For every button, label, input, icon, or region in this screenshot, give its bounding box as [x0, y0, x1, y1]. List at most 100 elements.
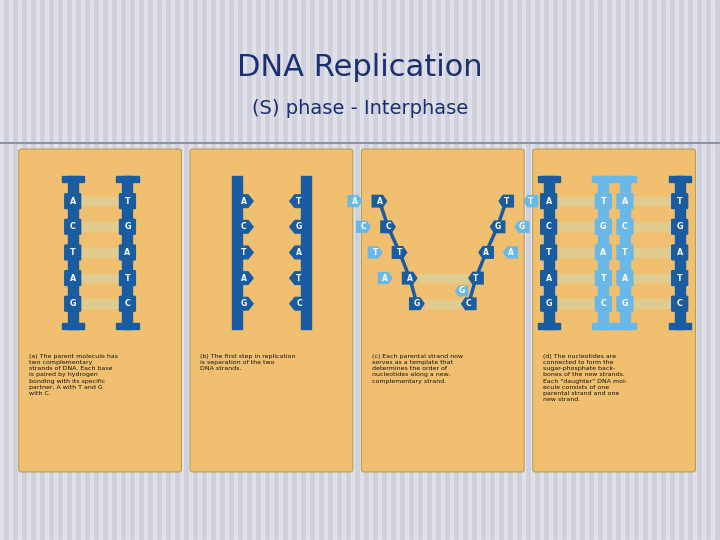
- Bar: [351, 0, 354, 540]
- Text: C: C: [70, 222, 76, 231]
- Polygon shape: [468, 272, 484, 285]
- Text: G: G: [495, 222, 500, 231]
- Bar: [450, 0, 453, 540]
- Polygon shape: [234, 220, 254, 234]
- Bar: [593, 323, 614, 329]
- Text: A: A: [677, 248, 683, 257]
- Bar: [333, 0, 336, 540]
- Text: T: T: [677, 274, 683, 282]
- Polygon shape: [490, 220, 505, 233]
- Bar: [486, 0, 489, 540]
- Bar: [369, 0, 372, 540]
- Text: G: G: [519, 222, 525, 231]
- Bar: [522, 0, 525, 540]
- Text: (d) The nucleotides are
connected to form the
sugar-phosphate back-
bones of the: (d) The nucleotides are connected to for…: [543, 354, 627, 402]
- Bar: [207, 0, 210, 540]
- Bar: [459, 0, 462, 540]
- Text: T: T: [677, 197, 683, 206]
- Bar: [117, 176, 138, 182]
- Bar: [243, 0, 246, 540]
- Bar: [540, 0, 543, 540]
- FancyBboxPatch shape: [119, 219, 136, 235]
- FancyBboxPatch shape: [64, 296, 81, 312]
- Text: A: A: [125, 248, 130, 257]
- FancyBboxPatch shape: [671, 270, 688, 286]
- Bar: [418, 274, 468, 282]
- Bar: [441, 0, 444, 540]
- Bar: [468, 0, 471, 540]
- Polygon shape: [372, 195, 387, 208]
- Text: C: C: [600, 299, 606, 308]
- Polygon shape: [409, 297, 425, 310]
- Bar: [36, 0, 39, 540]
- Bar: [68, 176, 78, 329]
- Bar: [554, 248, 598, 257]
- Bar: [614, 323, 636, 329]
- Bar: [99, 0, 102, 540]
- Bar: [198, 0, 201, 540]
- Text: C: C: [466, 299, 472, 308]
- Bar: [675, 0, 678, 540]
- Bar: [378, 0, 381, 540]
- Bar: [693, 0, 696, 540]
- Polygon shape: [523, 195, 538, 207]
- Polygon shape: [392, 246, 408, 259]
- FancyBboxPatch shape: [616, 193, 634, 210]
- Bar: [153, 0, 156, 540]
- Text: A: A: [622, 197, 628, 206]
- Bar: [630, 222, 675, 231]
- Polygon shape: [461, 297, 477, 310]
- Polygon shape: [234, 245, 254, 260]
- Text: T: T: [296, 274, 302, 282]
- Bar: [477, 0, 480, 540]
- Text: T: T: [622, 248, 628, 257]
- Polygon shape: [289, 297, 309, 311]
- Bar: [614, 176, 636, 182]
- Text: C: C: [361, 222, 366, 231]
- FancyBboxPatch shape: [671, 296, 688, 312]
- Bar: [612, 0, 615, 540]
- Text: A: A: [70, 274, 76, 282]
- Bar: [585, 0, 588, 540]
- FancyBboxPatch shape: [533, 149, 696, 472]
- Polygon shape: [289, 220, 309, 234]
- Bar: [405, 0, 408, 540]
- Bar: [360, 0, 363, 540]
- Text: A: A: [296, 248, 302, 257]
- Bar: [666, 0, 669, 540]
- Bar: [117, 323, 138, 329]
- Text: (a) The parent molecule has
two complementary
strands of DNA. Each base
is paire: (a) The parent molecule has two compleme…: [29, 354, 118, 396]
- Bar: [669, 323, 690, 329]
- Bar: [62, 176, 84, 182]
- Text: G: G: [545, 299, 552, 308]
- Bar: [0, 0, 3, 540]
- Bar: [567, 0, 570, 540]
- Polygon shape: [402, 272, 418, 285]
- Bar: [288, 0, 291, 540]
- Bar: [630, 299, 675, 308]
- FancyBboxPatch shape: [595, 270, 612, 286]
- Bar: [234, 0, 237, 540]
- FancyBboxPatch shape: [616, 270, 634, 286]
- Polygon shape: [455, 286, 468, 296]
- Polygon shape: [289, 245, 309, 260]
- Text: G: G: [600, 222, 607, 231]
- Polygon shape: [478, 246, 494, 259]
- Bar: [63, 0, 66, 540]
- Text: A: A: [382, 274, 388, 282]
- Bar: [396, 0, 399, 540]
- Text: C: C: [296, 299, 302, 308]
- Polygon shape: [234, 271, 254, 285]
- FancyBboxPatch shape: [616, 296, 634, 312]
- Polygon shape: [380, 220, 396, 233]
- Bar: [648, 0, 651, 540]
- Bar: [425, 300, 461, 308]
- Bar: [135, 0, 138, 540]
- Text: G: G: [124, 222, 131, 231]
- Bar: [657, 0, 660, 540]
- Text: C: C: [677, 299, 683, 308]
- Bar: [423, 0, 426, 540]
- Text: G: G: [414, 299, 420, 308]
- Bar: [78, 299, 122, 308]
- FancyBboxPatch shape: [64, 244, 81, 261]
